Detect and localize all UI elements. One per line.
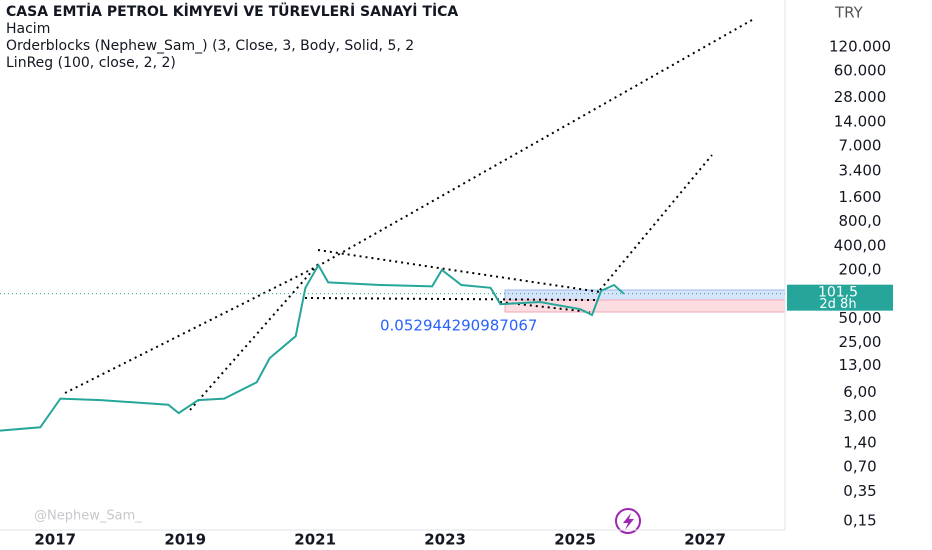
- x-tick-label: 2017: [34, 531, 76, 549]
- y-tick-label: 120.000: [829, 37, 891, 55]
- lightning-glyph: [623, 513, 634, 530]
- y-tick-label: 50,00: [839, 309, 882, 327]
- trend-lines: [64, 19, 753, 411]
- last-price-tag: [787, 284, 893, 311]
- y-tick-label: 1.600: [839, 188, 882, 206]
- y-tick-label: 400,00: [834, 236, 887, 254]
- y-tick-label: 28.000: [834, 88, 887, 106]
- indicator: Orderblocks (Nephew_Sam_) (3, Close, 3, …: [6, 38, 414, 54]
- x-tick-label: 2025: [554, 531, 596, 549]
- y-tick-label: 13,00: [839, 356, 882, 374]
- countdown: 2d 8h: [819, 297, 856, 312]
- watermark: @Nephew_Sam_: [34, 509, 142, 524]
- x-tick-label: 2021: [294, 531, 336, 549]
- y-tick-label: 800,0: [839, 212, 882, 230]
- y-tick-label: 3.400: [839, 162, 882, 180]
- bullish-orderblock: [504, 289, 786, 301]
- price-axis: [785, 0, 932, 550]
- y-tick-label: 25,00: [839, 333, 882, 351]
- y-tick-label: 0,15: [843, 511, 876, 529]
- annotation: 0.052944290987067: [380, 317, 537, 335]
- y-tick-label: 7.000: [839, 137, 882, 155]
- y-tick-label: 6,00: [843, 383, 876, 401]
- y-tick-label: 3,00: [843, 407, 876, 425]
- y-tick-label: 1,40: [843, 434, 876, 452]
- currency: TRY: [834, 4, 864, 22]
- indicator: LinReg (100, close, 2, 2): [6, 55, 176, 71]
- x-tick-label: 2023: [424, 531, 466, 549]
- y-tick-label: 60.000: [834, 62, 887, 80]
- x-tick-label: 2027: [684, 531, 726, 549]
- bearish-orderblock: [504, 299, 786, 313]
- y-tick-label: 0,70: [843, 458, 876, 476]
- chart-title: CASA EMTİA PETROL KİMYEVİ VE TÜREVLERİ S…: [6, 2, 458, 20]
- indicator: Hacim: [6, 21, 50, 37]
- last-price-label: 101,5: [818, 285, 858, 301]
- x-tick-label: 2019: [164, 531, 206, 549]
- y-tick-label: 200,0: [839, 261, 882, 279]
- y-tick-label: 14.000: [834, 112, 887, 130]
- price-line: [0, 263, 625, 432]
- y-tick-label: 0,35: [843, 482, 876, 500]
